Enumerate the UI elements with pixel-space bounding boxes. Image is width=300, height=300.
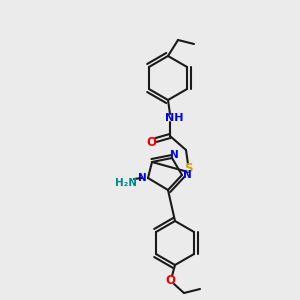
Text: N: N [138,173,146,183]
Text: S: S [184,161,192,175]
Text: NH: NH [165,113,183,123]
Text: O: O [165,274,175,286]
Text: O: O [146,136,156,149]
Text: N: N [183,170,191,180]
Text: H₂N: H₂N [115,178,137,188]
Text: N: N [169,150,178,160]
